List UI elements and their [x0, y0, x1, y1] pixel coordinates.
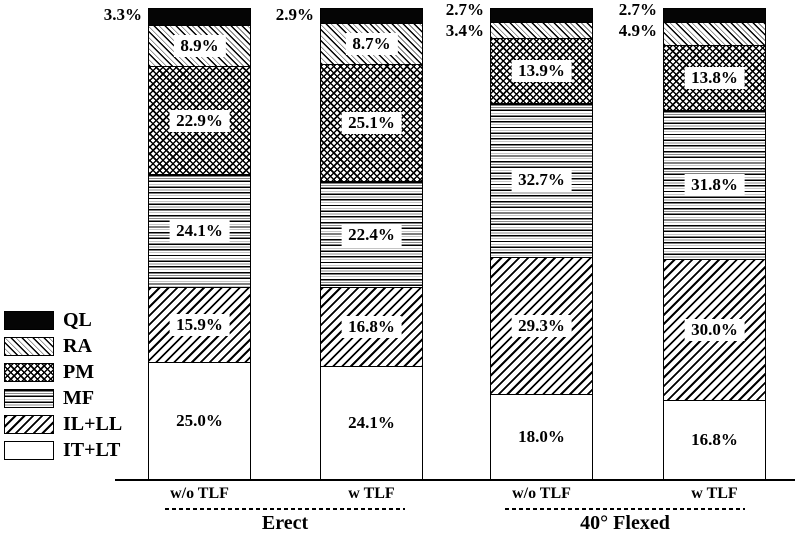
segment-ra: 8.9% [149, 24, 250, 67]
segment-ra: 8.7% [321, 22, 422, 64]
x-axis-line [115, 479, 795, 481]
segment-value-label: 24.1% [341, 411, 402, 434]
segment-value-label: 13.9% [511, 59, 572, 82]
segment-pm: 13.9% [491, 37, 592, 103]
segment-mf: 22.4% [321, 181, 422, 287]
segment-ql [149, 9, 250, 25]
segment-pm: 13.8% [664, 44, 765, 110]
segment-ra [491, 21, 592, 38]
segment-it-lt: 18.0% [491, 394, 592, 479]
segment-il-ll: 29.3% [491, 256, 592, 395]
outside-value-labels-40-flexed-w-tlf: 2.7% 4.9% [619, 0, 657, 41]
segment-value-label: 16.8% [684, 428, 745, 451]
category-label-40-flexed-w-o-tlf: w/o TLF [512, 485, 571, 502]
legend-swatch-ra [4, 336, 54, 356]
segment-it-lt: 25.0% [149, 361, 250, 479]
segment-value-label: 25.1% [341, 111, 402, 134]
outside-value-label-ra: 4.9% [618, 21, 657, 40]
legend-item-il-ll: IL+LL [4, 413, 123, 435]
outside-value-label-ql: 2.7% [618, 0, 657, 19]
segment-il-ll: 15.9% [149, 287, 250, 362]
segment-value-label: 16.8% [341, 315, 402, 338]
segment-mf: 24.1% [149, 173, 250, 288]
legend-label-it-lt: IT+LT [63, 439, 121, 461]
bar-40-flexed-w-o-tlf: 13.9% 32.7% 29.3% 18.0% [490, 8, 593, 480]
segment-ql [491, 9, 592, 22]
legend: QL RA PM MF IL+LL IT+LT [4, 309, 123, 461]
category-label-erect-w-o-tlf: w/o TLF [170, 485, 229, 502]
segment-value-label: 8.9% [173, 34, 226, 57]
segment-value-label: 31.8% [684, 173, 745, 196]
outside-value-labels-erect-w-o-tlf: 3.3% [104, 4, 142, 25]
legend-swatch-ql [4, 310, 54, 330]
segment-it-lt: 24.1% [321, 365, 422, 479]
legend-label-il-ll: IL+LL [63, 413, 123, 435]
segment-mf: 31.8% [664, 109, 765, 260]
segment-value-label: 29.3% [511, 315, 572, 338]
bar-40-flexed-w-tlf: 13.8% 31.8% 30.0% 16.8% [663, 8, 766, 480]
legend-label-ra: RA [63, 335, 92, 357]
legend-swatch-mf [4, 388, 54, 408]
legend-item-pm: PM [4, 361, 122, 383]
segment-ql [321, 9, 422, 23]
segment-it-lt: 16.8% [664, 400, 765, 479]
segment-il-ll: 16.8% [321, 286, 422, 366]
group-label-40-flexed: 40° Flexed [580, 512, 670, 534]
segment-ra [664, 21, 765, 45]
segment-ql [664, 9, 765, 22]
segment-value-label: 13.8% [684, 66, 745, 89]
segment-value-label: 32.7% [511, 169, 572, 192]
outside-value-labels-erect-w-tlf: 2.9% [276, 4, 314, 25]
segment-value-label: 22.9% [169, 109, 230, 132]
outside-value-labels-40-flexed-w-o-tlf: 2.7% 3.4% [446, 0, 484, 41]
legend-swatch-il-ll [4, 414, 54, 434]
segment-pm: 22.9% [149, 66, 250, 174]
group-label-erect: Erect [261, 512, 309, 534]
segment-value-label: 15.9% [169, 314, 230, 337]
segment-value-label: 30.0% [684, 319, 745, 342]
legend-label-mf: MF [63, 387, 95, 409]
outside-value-label-ql: 2.9% [275, 5, 314, 24]
segment-mf: 32.7% [491, 102, 592, 257]
segment-value-label: 8.7% [345, 32, 398, 55]
legend-label-ql: QL [63, 309, 92, 331]
bar-erect-w-o-tlf: 8.9% 22.9% 24.1% 15.9% 25.0% [148, 8, 251, 480]
legend-item-it-lt: IT+LT [4, 439, 122, 461]
bar-erect-w-tlf: 8.7% 25.1% 22.4% 16.8% 24.1% [320, 8, 423, 480]
legend-item-mf: MF [4, 387, 122, 409]
segment-value-label: 18.0% [511, 426, 572, 449]
group-underline-40-flexed [505, 508, 745, 510]
segment-value-label: 24.1% [169, 220, 230, 243]
category-label-erect-w-tlf: w TLF [348, 485, 395, 502]
outside-value-label-ql: 2.7% [445, 0, 484, 19]
segment-value-label: 25.0% [169, 410, 230, 433]
outside-value-label-ra: 3.4% [445, 21, 484, 40]
group-underline-erect [165, 508, 405, 510]
outside-value-label-ql: 3.3% [103, 5, 142, 24]
legend-item-ql: QL [4, 309, 122, 331]
segment-pm: 25.1% [321, 63, 422, 182]
legend-swatch-it-lt [4, 440, 54, 460]
legend-label-pm: PM [63, 361, 95, 383]
category-label-40-flexed-w-tlf: w TLF [691, 485, 738, 502]
legend-item-ra: RA [4, 335, 122, 357]
segment-il-ll: 30.0% [664, 259, 765, 401]
segment-value-label: 22.4% [341, 223, 402, 246]
legend-swatch-pm [4, 362, 54, 382]
